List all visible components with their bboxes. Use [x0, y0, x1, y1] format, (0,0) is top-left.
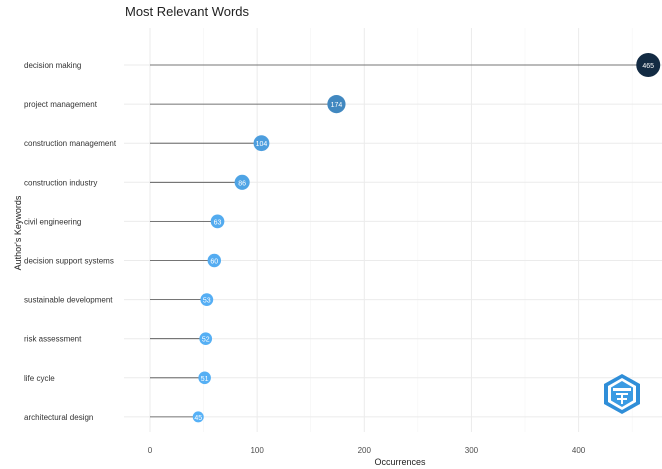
data-label: 51: [201, 376, 209, 383]
y-axis-label: Author's Keywords: [13, 195, 23, 271]
y-tick-label: architectural design: [24, 413, 93, 422]
lollipop-point: [636, 53, 661, 77]
y-tick-label: decision support systems: [24, 257, 114, 266]
lollipop-point: [327, 94, 346, 114]
y-tick-label: civil engineering: [24, 217, 81, 226]
x-tick-label: 200: [358, 446, 372, 455]
data-label: 52: [202, 337, 210, 344]
y-tick-label: sustainable development: [24, 296, 113, 305]
x-tick-label: 100: [250, 446, 264, 455]
x-axis-label: Occurrences: [374, 457, 426, 467]
lollipop-point: [198, 371, 211, 385]
data-label: 63: [214, 219, 222, 226]
lollipop-point: [210, 214, 225, 229]
lollipop-point: [207, 253, 222, 268]
lollipop-point: [192, 411, 204, 423]
y-tick-label: decision making: [24, 61, 81, 70]
data-label: 104: [256, 141, 268, 148]
data-label: 174: [331, 102, 343, 109]
data-label: 86: [238, 180, 246, 187]
x-tick-label: 300: [465, 446, 479, 455]
x-tick-label: 0: [148, 446, 153, 455]
lollipop-point: [234, 174, 250, 190]
data-label: 45: [194, 415, 202, 422]
lollipop-point: [253, 135, 270, 152]
y-tick-label: risk assessment: [24, 335, 82, 344]
y-tick-label: life cycle: [24, 374, 55, 383]
y-tick-label: project management: [24, 100, 98, 109]
hexagon-logo-icon: [604, 374, 640, 414]
y-tick-label: construction industry: [24, 178, 97, 187]
data-label: 53: [203, 298, 211, 305]
data-label: 465: [642, 63, 654, 70]
y-tick-label: construction management: [24, 139, 117, 148]
data-label: 60: [210, 259, 218, 266]
x-tick-label: 400: [572, 446, 586, 455]
chart-title: Most Relevant Words: [125, 4, 250, 19]
lollipop-point: [200, 293, 214, 306]
lollipop-point: [199, 332, 213, 346]
